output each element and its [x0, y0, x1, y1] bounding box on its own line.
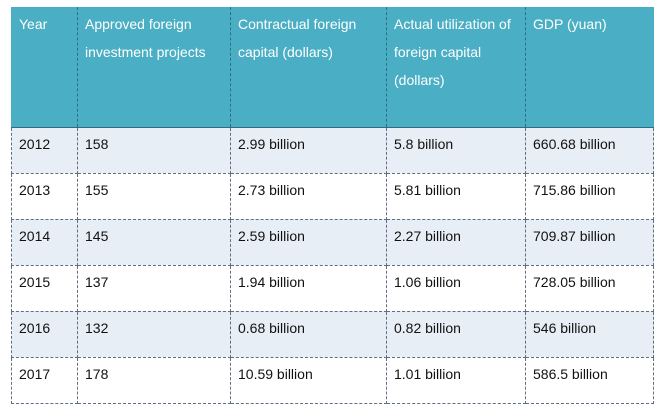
cell-year: 2015	[11, 265, 78, 312]
data-table-container: Year Approved foreign investment project…	[11, 7, 654, 404]
cell-contractual-capital: 1.94 billion	[230, 265, 387, 312]
table-row: 2016 132 0.68 billion 0.82 billion 546 b…	[11, 311, 654, 358]
header-gdp: GDP (yuan)	[525, 7, 654, 128]
cell-gdp: 715.86 billion	[525, 173, 654, 220]
cell-gdp: 660.68 billion	[525, 127, 654, 174]
cell-contractual-capital: 2.99 billion	[230, 127, 387, 174]
table-row: 2015 137 1.94 billion 1.06 billion 728.0…	[11, 265, 654, 312]
header-contractual-capital: Contractual foreign capital (dollars)	[230, 7, 387, 128]
table-row: 2013 155 2.73 billion 5.81 billion 715.8…	[11, 173, 654, 220]
cell-gdp: 709.87 billion	[525, 219, 654, 266]
header-year: Year	[11, 7, 78, 128]
cell-contractual-capital: 2.59 billion	[230, 219, 387, 266]
cell-gdp: 546 billion	[525, 311, 654, 358]
cell-approved-projects: 178	[77, 357, 231, 404]
cell-contractual-capital: 2.73 billion	[230, 173, 387, 220]
foreign-investment-table: Year Approved foreign investment project…	[11, 7, 654, 404]
cell-approved-projects: 158	[77, 127, 231, 174]
header-approved-projects: Approved foreign investment projects	[77, 7, 231, 128]
table-header-row: Year Approved foreign investment project…	[11, 7, 654, 128]
cell-year: 2014	[11, 219, 78, 266]
cell-gdp: 586.5 billion	[525, 357, 654, 404]
table-row: 2014 145 2.59 billion 2.27 billion 709.8…	[11, 219, 654, 266]
cell-actual-utilization: 2.27 billion	[386, 219, 526, 266]
cell-actual-utilization: 5.8 billion	[386, 127, 526, 174]
cell-year: 2016	[11, 311, 78, 358]
header-actual-utilization: Actual utilization of foreign capital (d…	[386, 7, 526, 128]
cell-contractual-capital: 0.68 billion	[230, 311, 387, 358]
cell-gdp: 728.05 billion	[525, 265, 654, 312]
table-row: 2017 178 10.59 billion 1.01 billion 586.…	[11, 357, 654, 404]
table-row: 2012 158 2.99 billion 5.8 billion 660.68…	[11, 127, 654, 174]
cell-actual-utilization: 5.81 billion	[386, 173, 526, 220]
cell-actual-utilization: 0.82 billion	[386, 311, 526, 358]
cell-year: 2012	[11, 127, 78, 174]
cell-approved-projects: 137	[77, 265, 231, 312]
cell-actual-utilization: 1.06 billion	[386, 265, 526, 312]
cell-year: 2013	[11, 173, 78, 220]
cell-year: 2017	[11, 357, 78, 404]
cell-contractual-capital: 10.59 billion	[230, 357, 387, 404]
cell-actual-utilization: 1.01 billion	[386, 357, 526, 404]
cell-approved-projects: 132	[77, 311, 231, 358]
cell-approved-projects: 155	[77, 173, 231, 220]
cell-approved-projects: 145	[77, 219, 231, 266]
